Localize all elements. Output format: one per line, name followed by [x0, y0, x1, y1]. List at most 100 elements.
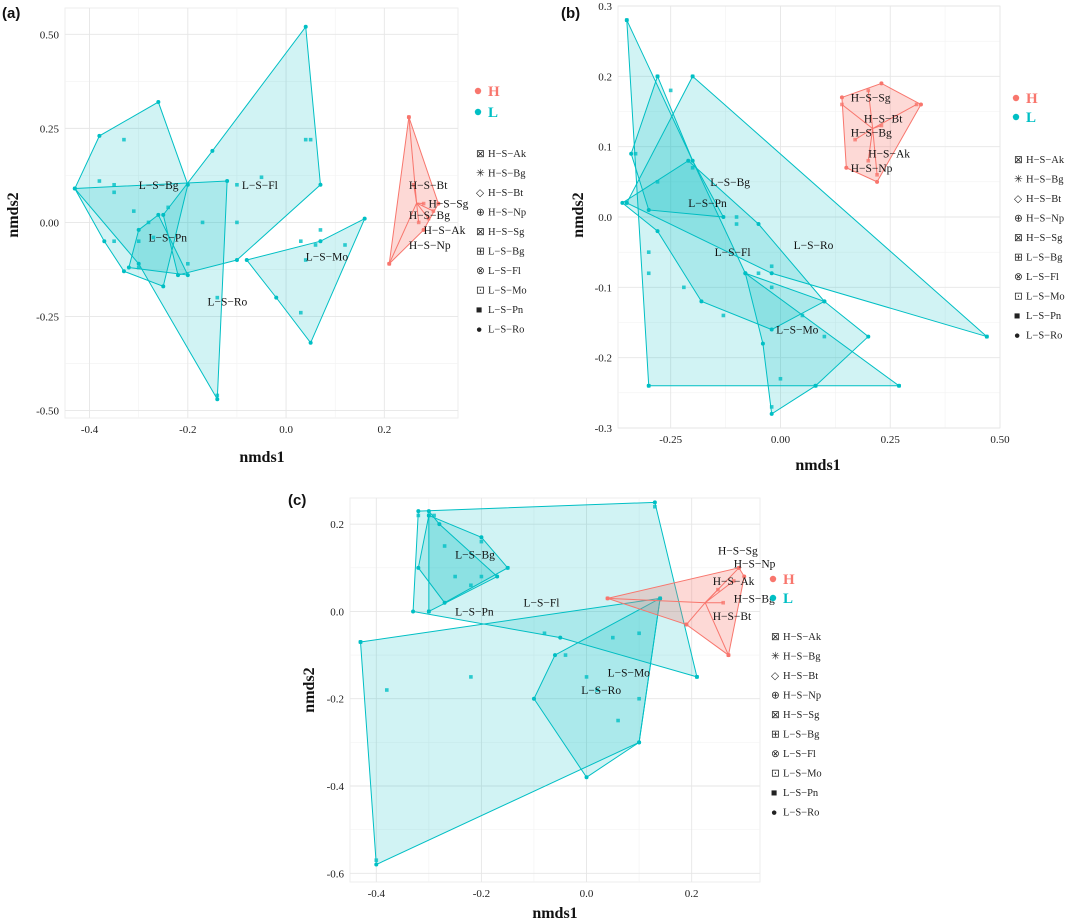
- chart-panel-b: -0.25 0.00 0.25 0.50 -0.3 -0.2 -0.1 0.0 0.1 0.2 0.…: [561, 1, 1065, 474]
- data-point: [469, 583, 473, 588]
- x-tick-label: -0.2: [179, 424, 196, 436]
- data-point: [122, 137, 126, 142]
- group-label: H−S−Sg: [429, 199, 469, 211]
- legend-shape-label: H−S−Bg: [488, 169, 526, 180]
- data-point: [112, 182, 116, 187]
- hull-vertex: [97, 133, 102, 138]
- hull-vertex: [318, 239, 323, 244]
- group-label: L−S−Mo: [306, 251, 349, 263]
- data-point: [756, 271, 761, 276]
- data-point: [563, 653, 568, 657]
- data-point: [235, 182, 239, 187]
- x-tick-label: -0.4: [368, 888, 386, 900]
- legend-group-label: L: [488, 105, 498, 121]
- data-point: [421, 201, 426, 206]
- x-axis-title: nmds1: [532, 905, 577, 922]
- y-tick-label: 0.50: [40, 29, 60, 41]
- data-point: [215, 295, 220, 300]
- data-point: [653, 504, 657, 509]
- data-point: [235, 220, 239, 225]
- data-point: [411, 182, 416, 187]
- hull-vertex: [743, 271, 748, 276]
- legend-shape-icon: ⊗: [1014, 272, 1023, 283]
- data-point: [303, 137, 308, 142]
- hull-vertex: [416, 509, 421, 514]
- legend-shape-label: L−S−Mo: [783, 769, 822, 780]
- hull-L−S−Bg: [630, 74, 725, 218]
- data-point: [633, 151, 638, 156]
- y-tick-label: 0.2: [330, 519, 344, 531]
- data-point: [866, 88, 871, 93]
- hull-vertex: [244, 258, 249, 263]
- data-point: [407, 115, 411, 119]
- x-tick-label: 0.50: [990, 434, 1010, 446]
- hull-vertex: [185, 273, 190, 278]
- data-point: [769, 264, 774, 269]
- spider-line: [867, 128, 874, 161]
- legend-shape-label: H−S−Np: [783, 691, 821, 702]
- hull-vertex: [225, 179, 230, 184]
- group-label: H−S−Np: [409, 240, 451, 252]
- group-label: L−S−Pn: [688, 198, 727, 210]
- legend-shape-label: H−S−Ak: [783, 632, 822, 643]
- y-axis-title: nmds2: [5, 192, 22, 237]
- legend-shape-icon: ⊠: [1014, 155, 1023, 166]
- legend-shape-label: L−S−Ro: [488, 325, 524, 336]
- hull-vertex: [274, 295, 279, 300]
- hull-vertex: [437, 522, 442, 527]
- y-tick-label: -0.1: [595, 282, 612, 294]
- hull-vertex: [436, 201, 441, 206]
- chart-panel-c: -0.4 -0.2 0.0 0.2 -0.6 -0.4 -0.2 0.0 0.2 L−S−Bg L−…: [288, 492, 822, 922]
- x-axis-title: nmds1: [795, 457, 840, 474]
- group-label: H−S−Bg: [409, 210, 450, 222]
- hull-vertex: [161, 284, 166, 289]
- spider-line: [841, 104, 873, 129]
- data-point: [374, 858, 379, 862]
- hull-vertex: [769, 327, 774, 332]
- data-point: [866, 158, 871, 163]
- x-tick-label: 0.25: [881, 434, 901, 446]
- hull-vertex: [918, 102, 923, 107]
- hull-vertex: [637, 740, 642, 745]
- hull-vertex: [769, 271, 774, 276]
- hull-vertex: [234, 258, 239, 263]
- data-point: [200, 220, 205, 225]
- data-point: [726, 653, 731, 657]
- group-label: H−S−Bt: [713, 611, 752, 623]
- data-point: [299, 310, 303, 315]
- legend-shape-icon: ⊕: [1014, 214, 1023, 225]
- legend-shape-icon: ●: [1014, 331, 1020, 342]
- data-point: [358, 640, 363, 644]
- data-point: [453, 574, 457, 579]
- legend-shape-label: L−S−Bg: [783, 730, 820, 741]
- hull-vertex: [620, 200, 625, 205]
- group-label: H−S−Bt: [409, 180, 448, 192]
- spider-line: [704, 580, 735, 604]
- group-label: L−S−Mo: [608, 668, 651, 680]
- legend-group-label: L: [1026, 110, 1036, 126]
- hull-vertex: [416, 565, 421, 570]
- legend-shape-icon: ⊕: [476, 208, 485, 219]
- data-point: [136, 239, 141, 244]
- y-tick-label: -0.3: [595, 423, 613, 435]
- hull-vertex: [102, 239, 107, 244]
- hull-vertex: [531, 696, 536, 701]
- data-point: [734, 215, 739, 219]
- hull-vertex: [374, 862, 379, 867]
- data-point: [813, 384, 818, 388]
- hull-vertex: [558, 635, 563, 640]
- y-axis-title: nmds2: [301, 667, 318, 712]
- panel-label: (c): [288, 492, 306, 509]
- data-point: [426, 216, 431, 221]
- y-tick-label: -0.6: [327, 868, 345, 880]
- group-label: H−S−Bt: [864, 114, 903, 126]
- legend-shape-icon: ◇: [1014, 194, 1023, 205]
- data-point: [442, 544, 447, 548]
- data-point: [668, 88, 673, 93]
- group-label: L−S−Ro: [581, 685, 621, 697]
- hull-L−S−Fl: [412, 501, 698, 678]
- data-point: [734, 222, 739, 226]
- legend-shape-label: H−S−Ak: [1026, 155, 1065, 166]
- group-label: H−S−Np: [734, 558, 776, 570]
- legend-dot-L: [474, 108, 482, 116]
